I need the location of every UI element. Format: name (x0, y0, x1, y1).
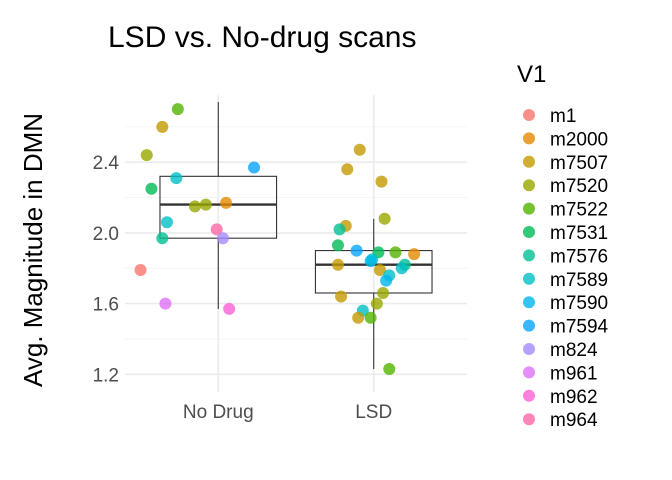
data-point-m7520 (140, 149, 153, 162)
chart-title: LSD vs. No-drug scans (108, 21, 416, 54)
legend-item-m964: m964 (523, 410, 598, 431)
data-point-m7589 (395, 262, 408, 275)
data-point-m1 (134, 264, 147, 277)
data-point-m7522 (364, 311, 377, 324)
data-point-m962 (223, 302, 236, 315)
data-point-m7590 (380, 274, 393, 287)
data-point-m7522 (383, 363, 396, 376)
legend-title: V1 (517, 61, 546, 88)
legend-label: m7590 (550, 293, 608, 314)
legend-label: m7594 (550, 317, 609, 338)
legend-key (523, 202, 535, 215)
data-point-m7507 (156, 120, 169, 133)
grid (125, 95, 467, 392)
data-point-m2000 (408, 248, 421, 261)
data-point-m7590 (364, 255, 377, 268)
data-point-m7576 (333, 223, 346, 236)
data-point-m7507 (375, 175, 388, 188)
y-axis-label: Avg. Magnitude in DMN (18, 113, 48, 387)
legend-item-m961: m961 (523, 363, 598, 384)
legend-key (523, 179, 535, 192)
boxplot-lsd (314, 218, 433, 370)
legend-key (523, 272, 535, 285)
data-point-m7589 (170, 172, 183, 185)
legend-item-m7531: m7531 (523, 223, 608, 244)
legend-label: m7522 (550, 200, 608, 221)
data-point-m7507 (373, 264, 386, 277)
data-point-m7522 (171, 103, 184, 116)
legend-item-m962: m962 (523, 387, 598, 408)
legend-item-m7522: m7522 (523, 200, 608, 221)
legend-label: m7589 (550, 270, 608, 291)
legend-key (523, 226, 535, 238)
legend-key (523, 413, 535, 426)
data-point-m961 (159, 297, 172, 310)
data-point-m7507 (335, 290, 348, 303)
legend-item-m7520: m7520 (523, 176, 608, 197)
legend-label: m962 (550, 387, 598, 408)
data-point-m7576 (156, 232, 169, 245)
legend-label: m7520 (550, 176, 608, 197)
data-point-m7522 (389, 246, 402, 259)
data-point-m7531 (331, 239, 344, 252)
y-tick-label: 2.0 (93, 224, 119, 245)
legend-label: m961 (550, 363, 598, 384)
boxplots (159, 102, 433, 370)
data-point-m7507 (352, 311, 365, 324)
y-tick-label: 1.6 (93, 295, 119, 316)
legend-item-m7576: m7576 (523, 246, 608, 267)
legend-key (523, 366, 535, 379)
data-point-m7520 (188, 200, 201, 213)
legend-label: m824 (550, 340, 598, 361)
legend-item-m7594: m7594 (523, 317, 609, 338)
legend-key (523, 296, 535, 309)
y-tick-label: 1.2 (93, 365, 119, 386)
data-point-m7520 (378, 212, 391, 225)
legend-label: m7531 (550, 223, 608, 244)
data-point-m7507 (341, 163, 354, 176)
legend-key (523, 249, 535, 262)
legend-item-m7589: m7589 (523, 270, 608, 291)
data-point-m7520 (199, 198, 212, 211)
data-point-m7531 (145, 182, 158, 195)
legend-item-m7507: m7507 (523, 153, 608, 174)
legend-label: m1 (550, 106, 576, 127)
axis-ticks: 1.2 1.6 2.0 2.4 No Drug LSD (93, 153, 393, 423)
data-point-m7594 (248, 161, 261, 174)
legend-key (523, 132, 535, 145)
y-tick-label: 2.4 (93, 153, 120, 174)
data-point-m824 (216, 232, 229, 245)
legend-label: m7576 (550, 246, 608, 267)
legend-label: m964 (550, 410, 598, 431)
jitter-points (134, 103, 421, 376)
data-point-m2000 (220, 196, 233, 209)
legend-item-m7590: m7590 (523, 293, 608, 314)
boxplot-no-drug (159, 102, 278, 309)
data-point-m7589 (160, 216, 173, 229)
data-point-m7507 (353, 143, 366, 156)
x-tick-label: LSD (355, 402, 392, 423)
x-tick-label: No Drug (183, 402, 254, 423)
legend-label: m2000 (550, 129, 608, 150)
data-point-m7520 (377, 287, 390, 299)
legend-key (523, 343, 535, 355)
legend-key (523, 109, 535, 121)
legend-key (523, 319, 535, 332)
legend-item-m1: m1 (523, 106, 576, 127)
legend-key (523, 389, 535, 402)
legend-item-m824: m824 (523, 340, 598, 361)
data-point-m964 (210, 223, 223, 236)
data-point-m7507 (331, 258, 344, 271)
legend-item-m2000: m2000 (523, 129, 608, 150)
legend-label: m7507 (550, 153, 608, 174)
data-point-m7520 (370, 297, 383, 310)
legend-key (523, 155, 535, 168)
data-point-m7594 (350, 244, 363, 257)
